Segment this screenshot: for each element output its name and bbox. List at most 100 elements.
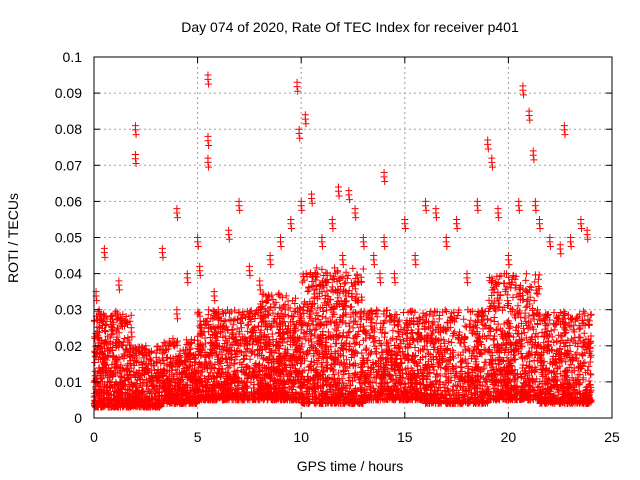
data-point — [112, 327, 120, 335]
data-point — [164, 353, 172, 361]
data-point — [117, 394, 125, 402]
data-point — [97, 348, 105, 356]
data-point — [96, 382, 104, 390]
data-point — [133, 358, 141, 366]
data-point — [318, 265, 326, 273]
data-point — [166, 398, 174, 406]
data-point — [104, 332, 112, 340]
data-point — [525, 352, 533, 360]
data-point — [144, 380, 152, 388]
data-point — [195, 322, 203, 330]
data-point — [415, 325, 423, 333]
data-point — [152, 373, 160, 381]
data-point — [153, 403, 161, 411]
data-point — [124, 347, 132, 355]
data-point — [181, 346, 189, 354]
data-point — [159, 384, 167, 392]
data-point — [115, 399, 123, 407]
data-point — [99, 402, 107, 410]
data-point — [105, 374, 113, 382]
data-point — [359, 265, 367, 273]
data-point — [461, 322, 469, 330]
data-point — [241, 370, 249, 378]
data-point — [98, 395, 106, 403]
data-point — [350, 317, 358, 325]
data-point — [147, 357, 155, 365]
data-point — [160, 348, 168, 356]
data-point — [110, 391, 118, 399]
data-point — [102, 339, 110, 347]
data-point — [94, 355, 102, 363]
data-point — [123, 371, 131, 379]
data-point — [106, 338, 114, 346]
data-point — [126, 341, 134, 349]
data-point — [231, 306, 239, 314]
data-point — [176, 376, 184, 384]
data-point — [191, 354, 199, 362]
data-point — [165, 345, 173, 353]
data-point — [136, 380, 144, 388]
data-point — [110, 383, 118, 391]
data-point — [113, 316, 121, 324]
data-point — [192, 358, 200, 366]
data-point — [389, 327, 397, 335]
data-point — [93, 333, 101, 341]
data-point — [206, 369, 214, 377]
data-point — [184, 381, 192, 389]
data-point — [187, 336, 195, 344]
data-point — [160, 338, 168, 346]
data-point — [141, 370, 149, 378]
data-point — [106, 403, 114, 411]
data-point — [151, 396, 159, 404]
data-point — [530, 297, 538, 305]
data-point — [168, 375, 176, 383]
data-point — [458, 363, 466, 371]
data-point — [125, 403, 133, 411]
data-point — [370, 338, 378, 346]
data-point — [103, 315, 111, 323]
data-point — [179, 396, 187, 404]
data-point — [160, 360, 168, 368]
data-point — [119, 338, 127, 346]
data-point — [207, 315, 215, 323]
data-point — [114, 396, 122, 404]
data-point — [147, 348, 155, 356]
data-point — [119, 400, 127, 408]
data-point — [159, 356, 167, 364]
data-point — [146, 394, 154, 402]
data-point — [179, 360, 187, 368]
data-point — [95, 364, 103, 372]
data-point — [522, 276, 530, 284]
data-point — [349, 324, 357, 332]
data-point — [327, 286, 335, 294]
data-point — [184, 339, 192, 347]
data-point — [143, 403, 151, 411]
data-point — [116, 379, 124, 387]
data-point — [389, 334, 397, 342]
data-point — [102, 364, 110, 372]
data-point — [132, 389, 140, 397]
data-point — [372, 306, 380, 314]
data-point — [96, 311, 104, 319]
data-point — [168, 386, 176, 394]
data-point — [159, 367, 167, 375]
data-point — [172, 366, 180, 374]
data-point — [100, 360, 108, 368]
data-point — [91, 377, 99, 385]
data-point — [145, 361, 153, 369]
data-point — [182, 391, 190, 399]
data-point — [280, 334, 288, 342]
data-point — [103, 389, 111, 397]
data-point — [127, 311, 135, 319]
data-point — [443, 307, 451, 315]
data-point — [127, 360, 135, 368]
data-point — [181, 367, 189, 375]
data-point — [93, 345, 101, 353]
data-point — [108, 326, 116, 334]
data-point — [255, 322, 263, 330]
data-point — [135, 366, 143, 374]
data-point — [173, 370, 181, 378]
data-point — [128, 402, 136, 410]
data-point — [138, 401, 146, 409]
data-point — [130, 368, 138, 376]
